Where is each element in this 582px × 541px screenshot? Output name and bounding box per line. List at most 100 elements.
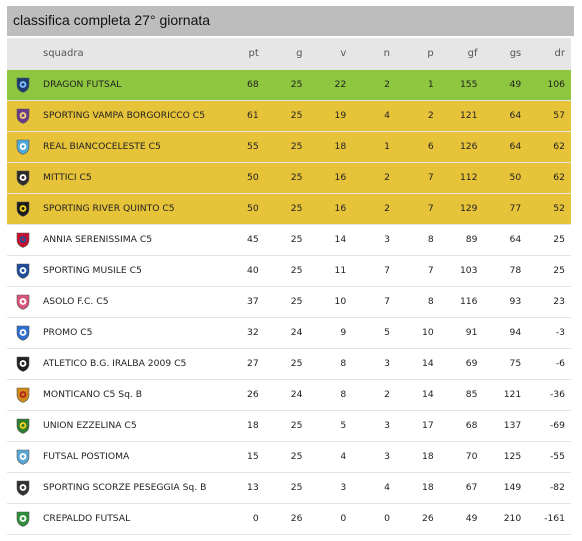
stat-n: 3	[352, 410, 396, 442]
stat-n: 1	[352, 131, 396, 163]
team-logo-cell	[7, 410, 39, 442]
stat-dr: -161	[527, 503, 571, 535]
stat-p: 6	[396, 131, 440, 163]
stat-pt: 27	[221, 348, 265, 380]
stat-gf: 121	[439, 100, 484, 132]
team-logo-cell	[7, 100, 39, 132]
team-name[interactable]: SPORTING VAMPA BORGORICCO C5	[39, 100, 221, 132]
team-logo-cell	[7, 69, 39, 101]
scorze-crest-icon	[14, 479, 32, 497]
stat-gs: 78	[483, 255, 528, 287]
stat-gf: 129	[439, 193, 484, 225]
stat-g: 24	[264, 379, 309, 411]
header-p: p	[396, 38, 440, 70]
stat-gf: 91	[439, 317, 484, 349]
team-name[interactable]: MONTICANO C5 Sq. B	[39, 379, 221, 411]
stat-g: 25	[264, 255, 309, 287]
stat-v: 14	[308, 224, 353, 256]
team-name[interactable]: CREPALDO FUTSAL	[39, 503, 221, 535]
header-pt: pt	[221, 38, 265, 70]
stat-v: 10	[308, 286, 353, 318]
team-name[interactable]: SPORTING MUSILE C5	[39, 255, 221, 287]
header-gs: gs	[483, 38, 528, 70]
header-logo	[7, 38, 39, 70]
stat-p: 8	[396, 224, 440, 256]
stat-pt: 15	[221, 441, 265, 473]
standings-title: classifica completa 27° giornata	[7, 6, 574, 36]
team-logo-cell	[7, 286, 39, 318]
stat-gs: 137	[483, 410, 528, 442]
table-row: PROMO C5 32 24 9 5 10 91 94 -3	[7, 317, 571, 349]
team-logo-cell	[7, 131, 39, 163]
ezzelina-crest-icon	[14, 417, 32, 435]
stat-gf: 155	[439, 69, 484, 101]
header-g: g	[264, 38, 309, 70]
stat-p: 2	[396, 100, 440, 132]
stat-g: 25	[264, 193, 309, 225]
stat-g: 25	[264, 348, 309, 380]
team-logo-cell	[7, 317, 39, 349]
stat-gs: 125	[483, 441, 528, 473]
table-row: DRAGON FUTSAL 68 25 22 2 1 155 49 106	[7, 69, 571, 101]
stat-dr: 57	[527, 100, 571, 132]
stat-pt: 18	[221, 410, 265, 442]
team-name[interactable]: PROMO C5	[39, 317, 221, 349]
team-name[interactable]: ATLETICO B.G. IRALBA 2009 C5	[39, 348, 221, 380]
table-row: SPORTING VAMPA BORGORICCO C5 61 25 19 4 2 121 6…	[7, 100, 571, 132]
stat-pt: 45	[221, 224, 265, 256]
annia-crest-icon	[14, 231, 32, 249]
header-n: n	[352, 38, 396, 70]
stat-gf: 69	[439, 348, 484, 380]
stat-dr: -69	[527, 410, 571, 442]
stat-n: 2	[352, 69, 396, 101]
stat-pt: 32	[221, 317, 265, 349]
stat-v: 8	[308, 379, 353, 411]
team-name[interactable]: SPORTING SCORZE PESEGGIA Sq. B	[39, 472, 221, 504]
team-logo-cell	[7, 503, 39, 535]
stat-n: 0	[352, 503, 396, 535]
stat-pt: 50	[221, 193, 265, 225]
stat-p: 1	[396, 69, 440, 101]
team-logo-cell	[7, 441, 39, 473]
stat-g: 25	[264, 441, 309, 473]
stat-g: 25	[264, 69, 309, 101]
stat-v: 5	[308, 410, 353, 442]
team-name[interactable]: DRAGON FUTSAL	[39, 69, 221, 101]
stat-gs: 210	[483, 503, 528, 535]
stat-v: 3	[308, 472, 353, 504]
team-logo-cell	[7, 379, 39, 411]
stat-n: 2	[352, 379, 396, 411]
stat-pt: 0	[221, 503, 265, 535]
stat-n: 4	[352, 100, 396, 132]
team-name[interactable]: ASOLO F.C. C5	[39, 286, 221, 318]
team-name[interactable]: MITTICI C5	[39, 162, 221, 194]
stat-gf: 70	[439, 441, 484, 473]
stat-gs: 121	[483, 379, 528, 411]
stat-v: 9	[308, 317, 353, 349]
table-row: REAL BIANCOCELESTE C5 55 25 18 1 6 126 64 62	[7, 131, 571, 163]
team-name[interactable]: ANNIA SERENISSIMA C5	[39, 224, 221, 256]
table-row: UNION EZZELINA C5 18 25 5 3 17 68 137 -69	[7, 410, 571, 442]
stat-v: 16	[308, 162, 353, 194]
stat-g: 25	[264, 162, 309, 194]
stat-p: 17	[396, 410, 440, 442]
team-logo-cell	[7, 224, 39, 256]
team-name[interactable]: REAL BIANCOCELESTE C5	[39, 131, 221, 163]
stat-gf: 116	[439, 286, 484, 318]
stat-g: 25	[264, 131, 309, 163]
team-logo-cell	[7, 193, 39, 225]
stat-gs: 77	[483, 193, 528, 225]
stat-v: 19	[308, 100, 353, 132]
stat-p: 7	[396, 162, 440, 194]
team-name[interactable]: SPORTING RIVER QUINTO C5	[39, 193, 221, 225]
stat-gs: 75	[483, 348, 528, 380]
stat-gf: 103	[439, 255, 484, 287]
stat-dr: 106	[527, 69, 571, 101]
stat-gs: 49	[483, 69, 528, 101]
stat-gf: 85	[439, 379, 484, 411]
stat-dr: 52	[527, 193, 571, 225]
table-row: MITTICI C5 50 25 16 2 7 112 50 62	[7, 162, 571, 194]
team-name[interactable]: FUTSAL POSTIOMA	[39, 441, 221, 473]
team-name[interactable]: UNION EZZELINA C5	[39, 410, 221, 442]
